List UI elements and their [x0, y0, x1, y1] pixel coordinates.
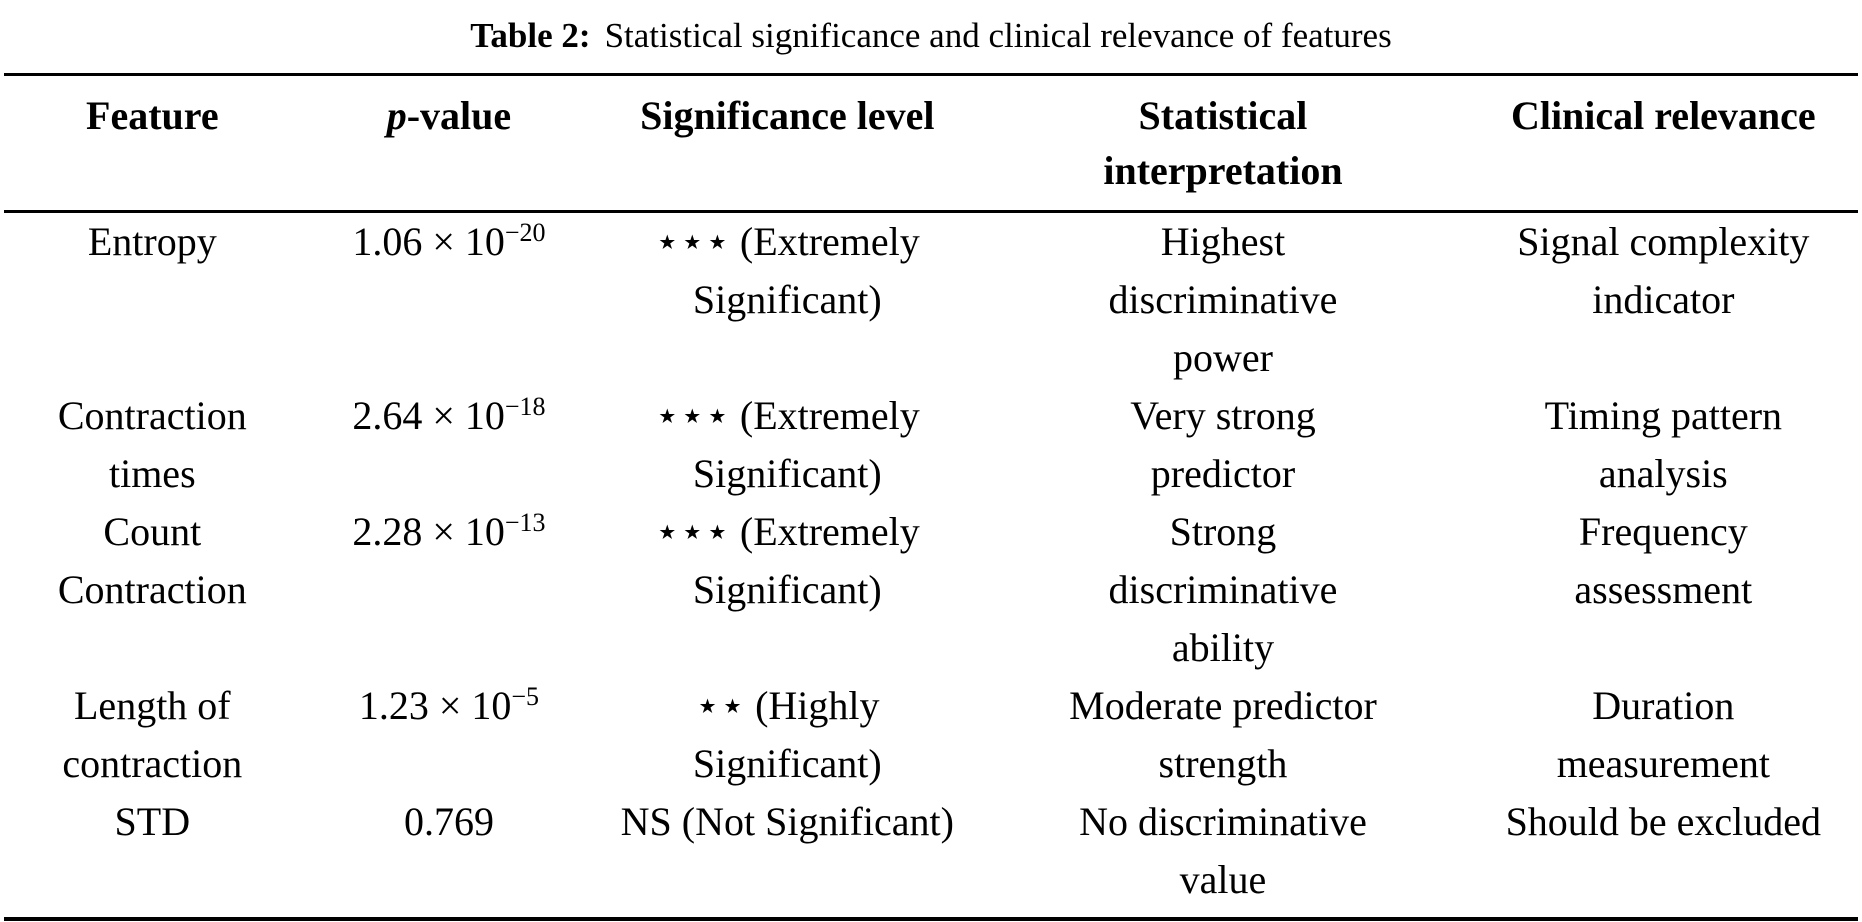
cell-clinical: Timing pattern analysis	[1544, 393, 1783, 496]
caption-text: Statistical significance and clinical re…	[604, 16, 1392, 55]
pvalue-base: 1.23 × 10	[358, 683, 512, 728]
cell-feature: Length of contraction	[62, 683, 243, 786]
table-row: Entropy 1.06 × 10−20 ⋆⋆⋆ (Extremely Sign…	[4, 212, 1858, 388]
col-header-feature: Feature	[86, 93, 219, 138]
col-header-pvalue: p-value	[301, 75, 598, 212]
cell-feature: Entropy	[87, 219, 217, 264]
cell-significance: ⋆⋆⋆ (Extremely Significant)	[654, 393, 920, 496]
header-row: Feature p-value Significance level Stati…	[4, 75, 1858, 212]
cell-significance: NS (Not Significant)	[620, 799, 954, 844]
pvalue-base: 2.28 × 10	[352, 509, 505, 554]
pvalue-base: 2.64 × 10	[352, 393, 505, 438]
pvalue-exponent: −20	[504, 218, 546, 247]
cell-pvalue: 2.28 × 10−13	[301, 503, 598, 677]
pvalue-exponent: −18	[504, 392, 546, 421]
caption-label: Table 2:	[470, 16, 591, 55]
table-row: STD 0.769 NS (Not Significant) No discri…	[4, 793, 1858, 919]
statistics-table: Feature p-value Significance level Stati…	[4, 73, 1858, 921]
pvalue-p: p	[386, 93, 407, 138]
cell-interpretation: Highest discriminative power	[1108, 219, 1338, 380]
cell-feature: Contraction times	[57, 393, 247, 496]
pvalue-base: 1.06 × 10	[352, 219, 505, 264]
cell-clinical: Duration measurement	[1556, 683, 1770, 786]
col-header-significance: Significance level	[640, 93, 935, 138]
cell-significance: ⋆⋆ (Highly Significant)	[692, 683, 882, 786]
cell-pvalue: 1.06 × 10−20	[301, 212, 598, 388]
pvalue-base: 0.769	[403, 799, 494, 844]
table-row: Length of contraction 1.23 × 10−5 ⋆⋆ (Hi…	[4, 677, 1858, 793]
cell-interpretation: Strong discriminative ability	[1108, 509, 1338, 670]
cell-pvalue: 1.23 × 10−5	[301, 677, 598, 793]
cell-significance: ⋆⋆⋆ (Extremely Significant)	[654, 219, 920, 322]
cell-clinical: Should be excluded	[1505, 799, 1822, 844]
cell-interpretation: Moderate predictor strength	[1069, 683, 1377, 786]
cell-interpretation: Very strong predictor	[1130, 393, 1316, 496]
cell-clinical: Signal complexity indicator	[1517, 219, 1810, 322]
cell-significance: ⋆⋆⋆ (Extremely Significant)	[654, 509, 920, 612]
pvalue-rest: -value	[406, 93, 512, 138]
table-row: Count Contraction 2.28 × 10−13 ⋆⋆⋆ (Extr…	[4, 503, 1858, 677]
table-caption: Table 2: Statistical significance and cli…	[0, 0, 1862, 73]
cell-feature: Count Contraction	[57, 509, 247, 612]
cell-interpretation: No discriminative value	[1079, 799, 1367, 902]
col-header-interpretation: Statistical interpretation	[1103, 93, 1343, 193]
pvalue-exponent: −13	[504, 508, 546, 537]
col-header-clinical: Clinical relevance	[1510, 93, 1816, 138]
cell-clinical: Frequency assessment	[1574, 509, 1753, 612]
cell-pvalue: 0.769	[301, 793, 598, 919]
pvalue-exponent: −5	[511, 682, 540, 711]
cell-feature: STD	[114, 799, 191, 844]
table-row: Contraction times 2.64 × 10−18 ⋆⋆⋆ (Extr…	[4, 387, 1858, 503]
cell-pvalue: 2.64 × 10−18	[301, 387, 598, 503]
